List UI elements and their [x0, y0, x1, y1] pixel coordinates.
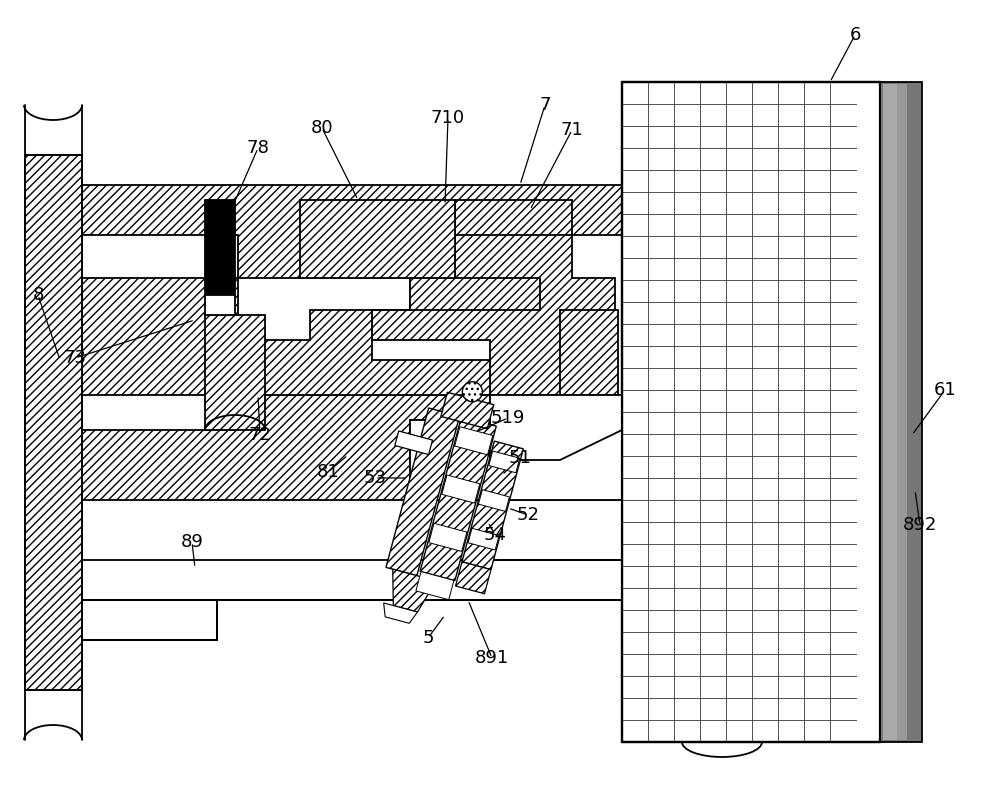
Bar	[205, 200, 235, 295]
Text: 5: 5	[422, 629, 434, 647]
Bar	[622, 82, 880, 742]
Text: 892: 892	[903, 516, 937, 534]
Text: 54: 54	[484, 526, 507, 544]
Text: 8: 8	[32, 286, 44, 304]
Polygon shape	[489, 451, 520, 473]
Bar	[883, 84, 897, 740]
Polygon shape	[456, 562, 491, 594]
Polygon shape	[386, 408, 460, 575]
Text: 78: 78	[247, 139, 269, 157]
Polygon shape	[25, 155, 82, 690]
Polygon shape	[300, 200, 455, 278]
Circle shape	[462, 382, 482, 401]
Text: 53: 53	[364, 469, 386, 487]
Polygon shape	[420, 417, 496, 580]
Text: 73: 73	[64, 349, 87, 367]
Polygon shape	[205, 315, 265, 430]
Polygon shape	[560, 310, 618, 395]
Polygon shape	[442, 475, 480, 503]
Bar	[82, 560, 622, 600]
Bar	[82, 600, 217, 640]
Polygon shape	[395, 431, 432, 455]
Text: 81: 81	[317, 463, 339, 481]
Polygon shape	[455, 200, 572, 235]
Polygon shape	[384, 603, 417, 623]
Text: 80: 80	[311, 119, 333, 137]
Polygon shape	[478, 490, 509, 511]
Polygon shape	[441, 393, 494, 429]
Polygon shape	[238, 278, 490, 395]
Text: 89: 89	[181, 533, 203, 551]
Polygon shape	[429, 523, 467, 551]
Polygon shape	[416, 571, 454, 600]
Text: 61: 61	[934, 381, 956, 399]
Polygon shape	[410, 500, 622, 560]
Text: 7: 7	[539, 96, 551, 114]
Polygon shape	[82, 185, 625, 500]
Polygon shape	[238, 310, 490, 395]
Text: 72: 72	[248, 426, 272, 444]
Text: 52: 52	[516, 506, 540, 524]
Polygon shape	[393, 569, 436, 612]
Bar	[897, 84, 907, 740]
Text: 519: 519	[491, 409, 525, 427]
Polygon shape	[455, 426, 493, 455]
Text: 891: 891	[475, 649, 509, 667]
Polygon shape	[490, 395, 622, 460]
Polygon shape	[410, 395, 622, 500]
Bar	[205, 295, 235, 315]
Text: 6: 6	[849, 26, 861, 44]
Text: 51: 51	[509, 449, 531, 467]
Text: 71: 71	[561, 121, 583, 139]
Bar	[880, 82, 922, 742]
Polygon shape	[372, 278, 540, 310]
Text: 710: 710	[431, 109, 465, 127]
Polygon shape	[462, 441, 523, 570]
Polygon shape	[468, 528, 499, 550]
